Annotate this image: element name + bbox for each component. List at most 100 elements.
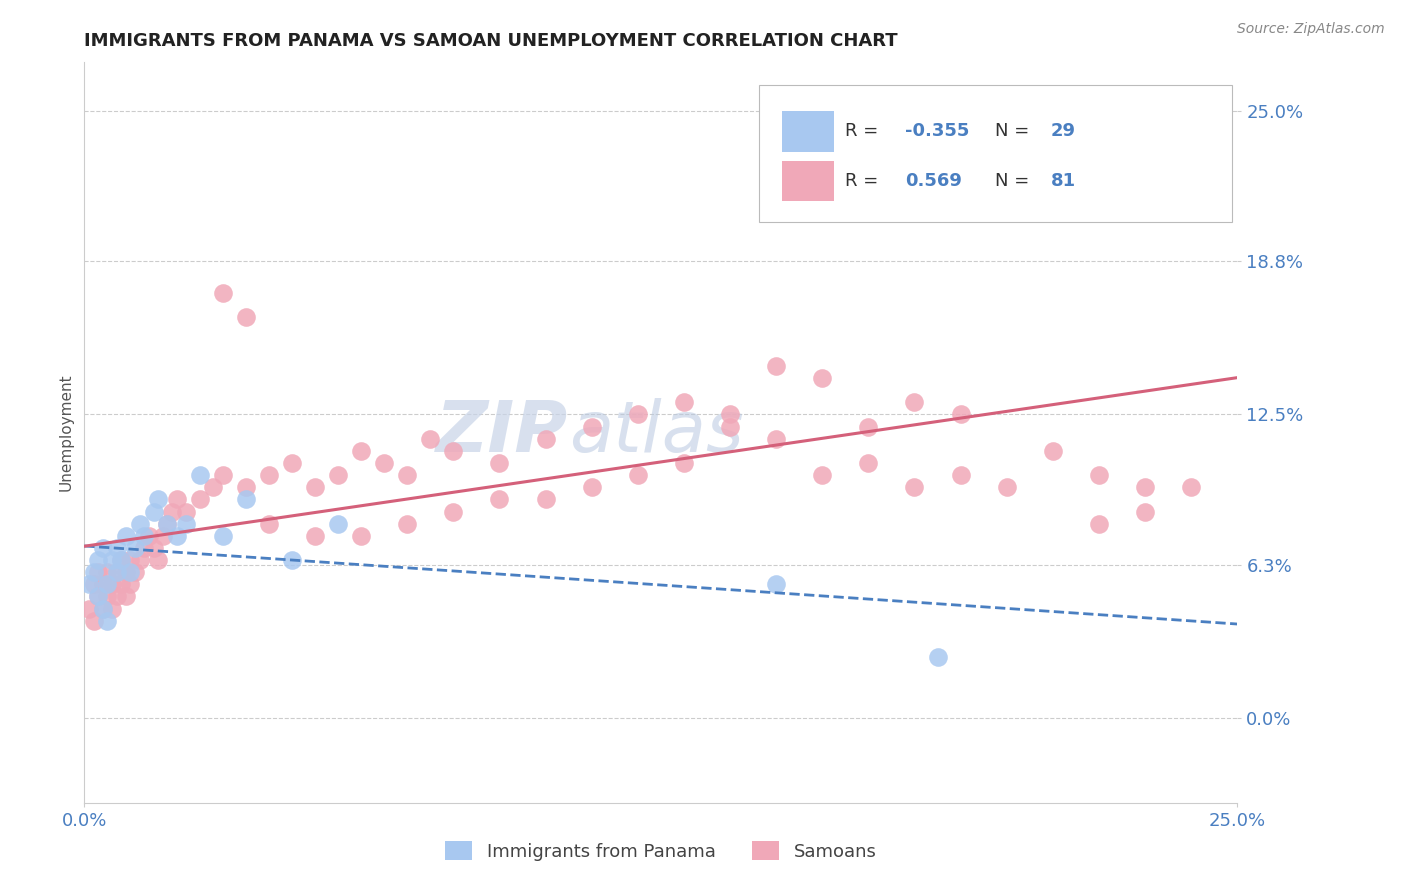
Point	[441, 443, 464, 458]
FancyBboxPatch shape	[782, 161, 834, 202]
Point	[858, 419, 880, 434]
Point	[156, 516, 179, 531]
Point	[110, 553, 132, 567]
Point	[581, 480, 603, 494]
Point	[128, 516, 150, 531]
Point	[304, 480, 326, 494]
Point	[1042, 443, 1064, 458]
Text: 29: 29	[1050, 122, 1076, 140]
Point	[672, 456, 695, 470]
Point	[765, 432, 787, 446]
Point	[174, 516, 197, 531]
Point	[156, 516, 179, 531]
FancyBboxPatch shape	[759, 85, 1232, 221]
Point	[91, 601, 114, 615]
Point	[83, 577, 105, 591]
Point	[627, 468, 650, 483]
Point	[120, 565, 142, 579]
Point	[115, 590, 138, 604]
Point	[235, 310, 257, 325]
Point	[581, 419, 603, 434]
Point	[765, 577, 787, 591]
Point	[96, 577, 118, 591]
Point	[124, 541, 146, 555]
Point	[96, 565, 118, 579]
Text: ZIP: ZIP	[436, 398, 568, 467]
Point	[350, 443, 373, 458]
Point	[87, 553, 110, 567]
Point	[1088, 468, 1111, 483]
Point	[87, 565, 110, 579]
Point	[949, 468, 972, 483]
Point	[1042, 164, 1064, 178]
Point	[91, 577, 114, 591]
Point	[326, 516, 349, 531]
Point	[115, 529, 138, 543]
Point	[160, 504, 183, 518]
Point	[858, 456, 880, 470]
Point	[115, 565, 138, 579]
Text: -0.355: -0.355	[905, 122, 970, 140]
Point	[128, 553, 150, 567]
Point	[211, 286, 233, 301]
Point	[124, 565, 146, 579]
Point	[91, 541, 114, 555]
FancyBboxPatch shape	[782, 111, 834, 152]
Point	[77, 601, 100, 615]
Point	[488, 456, 510, 470]
Point	[87, 590, 110, 604]
Point	[120, 577, 142, 591]
Text: R =: R =	[845, 122, 884, 140]
Text: 0.569: 0.569	[905, 172, 962, 190]
Point	[101, 553, 124, 567]
Point	[1133, 480, 1156, 494]
Point	[927, 650, 949, 665]
Point	[281, 456, 304, 470]
Point	[134, 541, 156, 555]
Point	[142, 504, 165, 518]
Text: Source: ZipAtlas.com: Source: ZipAtlas.com	[1237, 22, 1385, 37]
Point	[96, 590, 118, 604]
Point	[235, 492, 257, 507]
Point	[174, 504, 197, 518]
Text: 81: 81	[1050, 172, 1076, 190]
Point	[235, 480, 257, 494]
Point	[488, 492, 510, 507]
Point	[166, 529, 188, 543]
Point	[77, 577, 100, 591]
Point	[1133, 504, 1156, 518]
Point	[87, 590, 110, 604]
Point	[83, 614, 105, 628]
Point	[396, 468, 419, 483]
Point	[995, 480, 1018, 494]
Point	[903, 480, 925, 494]
Point	[83, 565, 105, 579]
Point	[211, 529, 233, 543]
Text: atlas: atlas	[568, 398, 744, 467]
Point	[718, 419, 741, 434]
Text: R =: R =	[845, 172, 884, 190]
Point	[995, 189, 1018, 203]
Point	[105, 565, 128, 579]
Point	[257, 468, 280, 483]
Point	[718, 408, 741, 422]
Point	[1088, 516, 1111, 531]
Point	[96, 614, 118, 628]
Point	[211, 468, 233, 483]
Text: IMMIGRANTS FROM PANAMA VS SAMOAN UNEMPLOYMENT CORRELATION CHART: IMMIGRANTS FROM PANAMA VS SAMOAN UNEMPLO…	[84, 32, 898, 50]
Point	[1180, 480, 1202, 494]
Point	[166, 492, 188, 507]
Point	[110, 577, 132, 591]
Y-axis label: Unemployment: Unemployment	[58, 374, 73, 491]
Text: N =: N =	[995, 122, 1035, 140]
Point	[534, 432, 557, 446]
Point	[120, 553, 142, 567]
Point	[672, 395, 695, 409]
Point	[101, 577, 124, 591]
Point	[142, 541, 165, 555]
Point	[350, 529, 373, 543]
Point	[105, 541, 128, 555]
Point	[811, 468, 834, 483]
Point	[110, 553, 132, 567]
Point	[326, 468, 349, 483]
